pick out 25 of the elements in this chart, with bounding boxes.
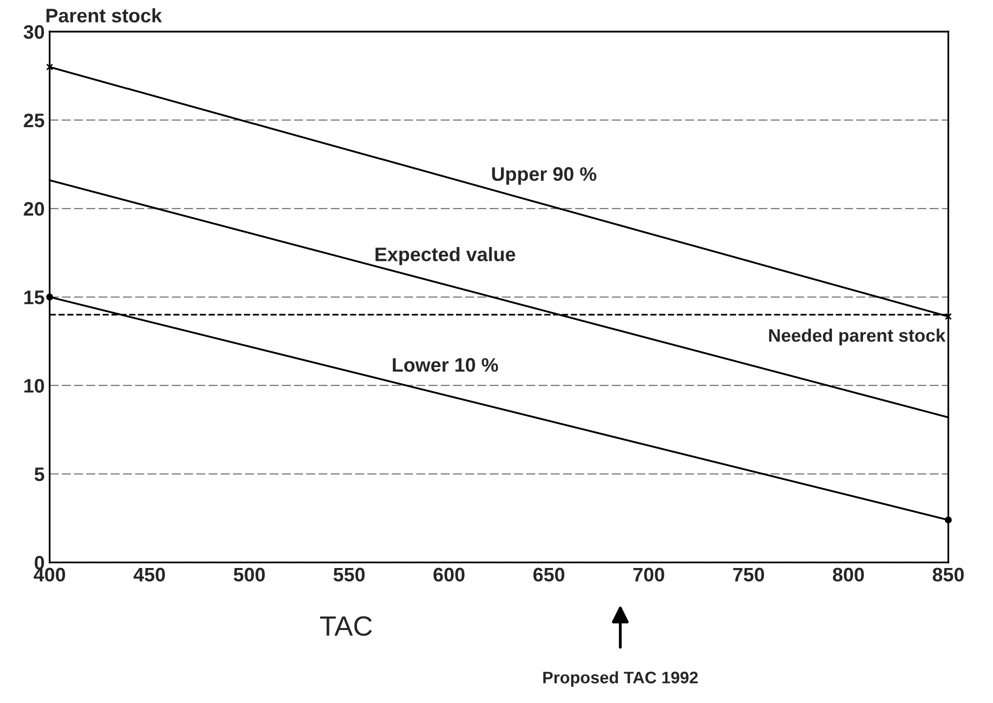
text: Proposed TAC 1992 — [543, 671, 698, 687]
y-tick-label: 15 — [24, 290, 44, 304]
x-tick-label: 750 — [733, 568, 764, 582]
y-axis-title: Parent stock — [46, 8, 162, 22]
x-tick-label: 800 — [832, 568, 864, 582]
point — [46, 64, 54, 70]
x-tick-label: 500 — [234, 568, 265, 582]
y-tick-label: 10 — [24, 378, 44, 393]
series-label: Expected value — [376, 246, 516, 266]
x-tick-label: 700 — [633, 568, 664, 582]
ref-line-label: Needed parent stock — [769, 328, 946, 346]
x-tick-label: 650 — [533, 568, 564, 582]
y-tick-label: 30 — [24, 25, 44, 39]
y-tick-label: 25 — [24, 114, 44, 128]
series-label: Lower 10 % — [392, 358, 498, 372]
x-axis-title: TAC — [320, 616, 372, 636]
x-tick-label: 450 — [134, 568, 165, 582]
x-tick-label: 400 — [34, 568, 66, 582]
y-tick-label: 5 — [34, 468, 44, 482]
y-tick-label: 20 — [24, 202, 44, 216]
x-tick-label: 850 — [932, 568, 964, 582]
x-tick-label: 550 — [334, 568, 365, 582]
point — [944, 313, 952, 320]
series-label: Upper 90 % — [492, 167, 596, 185]
x-tick-label: 600 — [434, 568, 464, 582]
